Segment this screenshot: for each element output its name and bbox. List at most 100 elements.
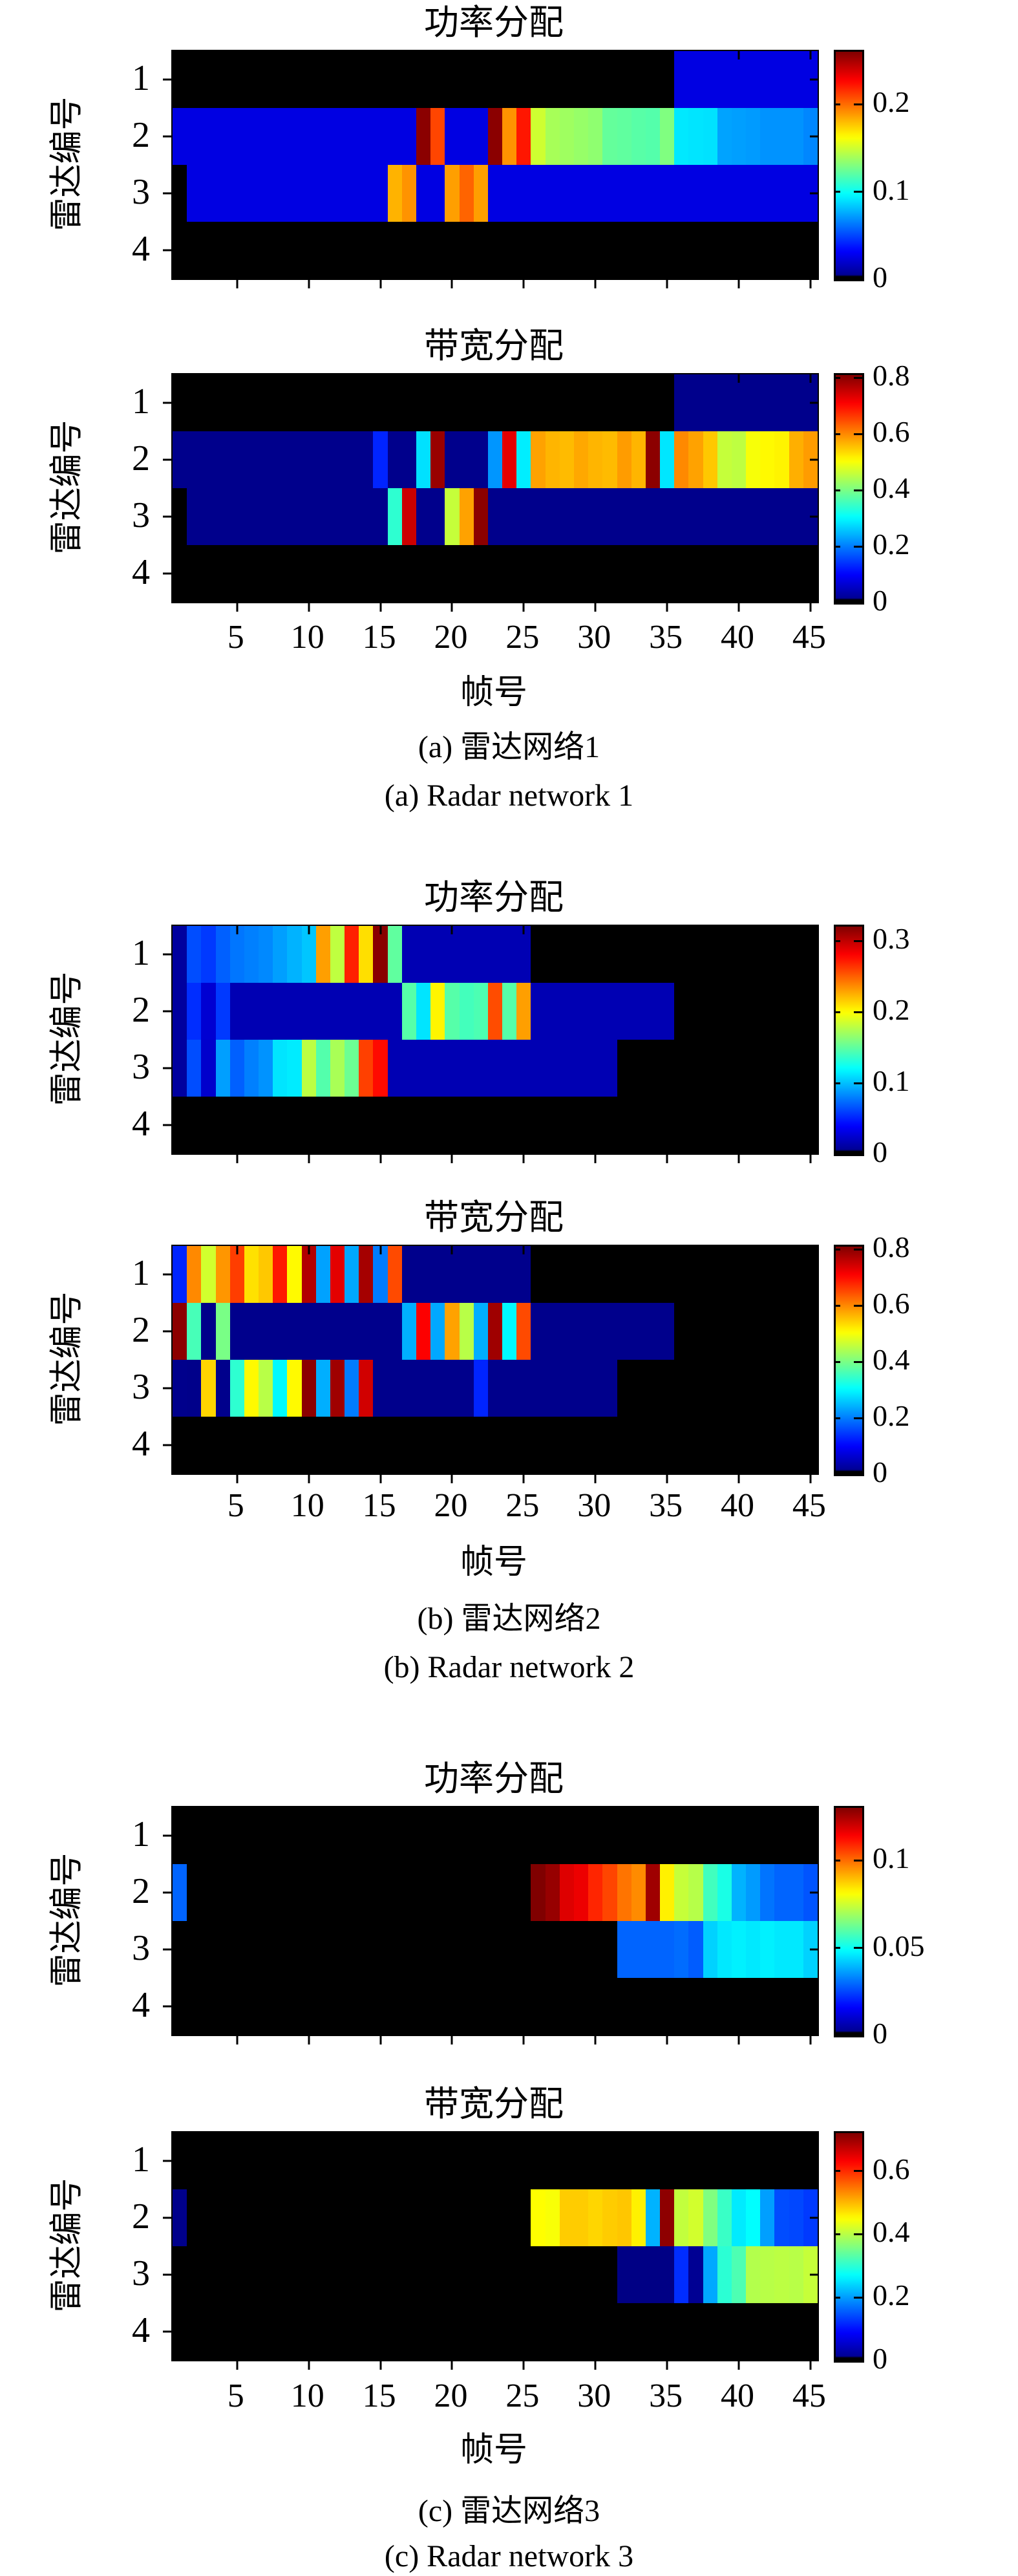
y-tick-label: 4 [132,552,150,592]
heatmap-cell [674,165,689,222]
heatmap-cell [373,374,388,431]
y-tick-label: 4 [132,1985,150,2025]
heatmap-cell [445,1864,460,1921]
heatmap-cell [602,1807,617,1864]
heatmap-cell [631,2246,646,2303]
heatmap-cell [731,488,747,545]
heatmap-cell [703,1040,717,1097]
heatmap-cell [617,1864,631,1921]
heatmap-cell [645,1040,661,1097]
heatmap-cell [688,926,703,983]
heatmap-cell [445,1360,460,1417]
heatmap-cell [401,222,417,279]
heatmap-cell [416,165,431,222]
heatmap-cell [187,1360,202,1417]
heatmap-cell [287,1246,302,1303]
heatmap-cell [573,374,589,431]
heatmap-cell [473,222,488,279]
heatmap-cell [487,1417,503,1474]
heatmap-cell [545,165,560,222]
heatmap-cell [559,2246,574,2303]
heatmap-cell [287,1040,302,1097]
heatmap-cell [416,1807,431,1864]
heatmap-cell [545,926,560,983]
heatmap-cell [287,2246,302,2303]
heatmap-cell [259,165,273,222]
heatmap-cell [617,1040,631,1097]
heatmap-cell [502,545,517,602]
heatmap-cell [760,431,775,488]
colorbar-tick-label: 0.05 [873,1929,925,1962]
heatmap-cell [445,2132,460,2189]
heatmap-cell [545,1097,560,1154]
heatmap-plot [163,925,819,1163]
heatmap-cell [760,1978,775,2035]
heatmap-cell [373,431,388,488]
heatmap-cell [703,1864,717,1921]
heatmap-cell [430,2189,445,2246]
heatmap-cell [330,983,345,1040]
heatmap-cell [559,1921,574,1978]
heatmap-cell [545,1246,560,1303]
heatmap-cell [287,2303,302,2360]
heatmap-cell [746,545,761,602]
heatmap-cell [215,1303,230,1360]
heatmap-cell [459,1360,474,1417]
x-tick-label: 35 [649,2377,683,2414]
heatmap-cell [229,2189,244,2246]
heatmap-cell [502,1097,517,1154]
heatmap-cell [430,1246,445,1303]
heatmap-cell [617,983,631,1040]
heatmap-cell [201,1097,216,1154]
heatmap-cell [273,2303,288,2360]
heatmap-cell [559,2303,574,2360]
colorbar-tick-mark [854,2296,862,2299]
heatmap-cell [430,1864,445,1921]
heatmap-cell [588,1864,603,1921]
heatmap-cell [502,1864,517,1921]
heatmap-cell [201,108,216,165]
heatmap-cell [273,1807,288,1864]
y-tick-label: 2 [132,990,150,1030]
panel-title: 带宽分配 [424,2085,564,2123]
heatmap-cell [502,165,517,222]
heatmap-cell [602,51,617,108]
heatmap-cell [703,2246,717,2303]
heatmap-cell [259,545,273,602]
heatmap-cell [259,983,273,1040]
x-tick-label: 25 [505,2377,540,2414]
heatmap-cell [760,1417,775,1474]
heatmap-cell [430,983,445,1040]
colorbar [834,373,864,605]
heatmap-cell [674,1360,689,1417]
panel-title: 带宽分配 [424,1198,564,1237]
heatmap-cell [301,1246,316,1303]
heatmap-cell [229,1040,244,1097]
heatmap-cell [387,1807,402,1864]
heatmap-cell [301,926,316,983]
heatmap-cell [531,488,546,545]
heatmap-cell [559,165,574,222]
heatmap-cell [229,222,244,279]
heatmap-cell [746,2189,761,2246]
heatmap-cell [215,1807,230,1864]
heatmap-cell [774,222,789,279]
heatmap-cell [315,2303,330,2360]
heatmap-cell [401,1040,417,1097]
heatmap-cell [401,51,417,108]
heatmap-cell [287,222,302,279]
heatmap-cell [703,2132,717,2189]
heatmap-cell [774,1360,789,1417]
heatmap-cell [760,1303,775,1360]
heatmap-cell [516,108,531,165]
heatmap-cell [359,51,374,108]
heatmap-cell [717,545,732,602]
heatmap-cell [173,1040,187,1097]
heatmap-cell [359,1097,374,1154]
heatmap-cell [688,2303,703,2360]
y-tick-label: 2 [132,2196,150,2237]
heatmap-cell [746,1097,761,1154]
heatmap-cell [588,2246,603,2303]
heatmap-cell [774,2246,789,2303]
caption-en-b: (b) Radar network 2 [383,1650,635,1684]
